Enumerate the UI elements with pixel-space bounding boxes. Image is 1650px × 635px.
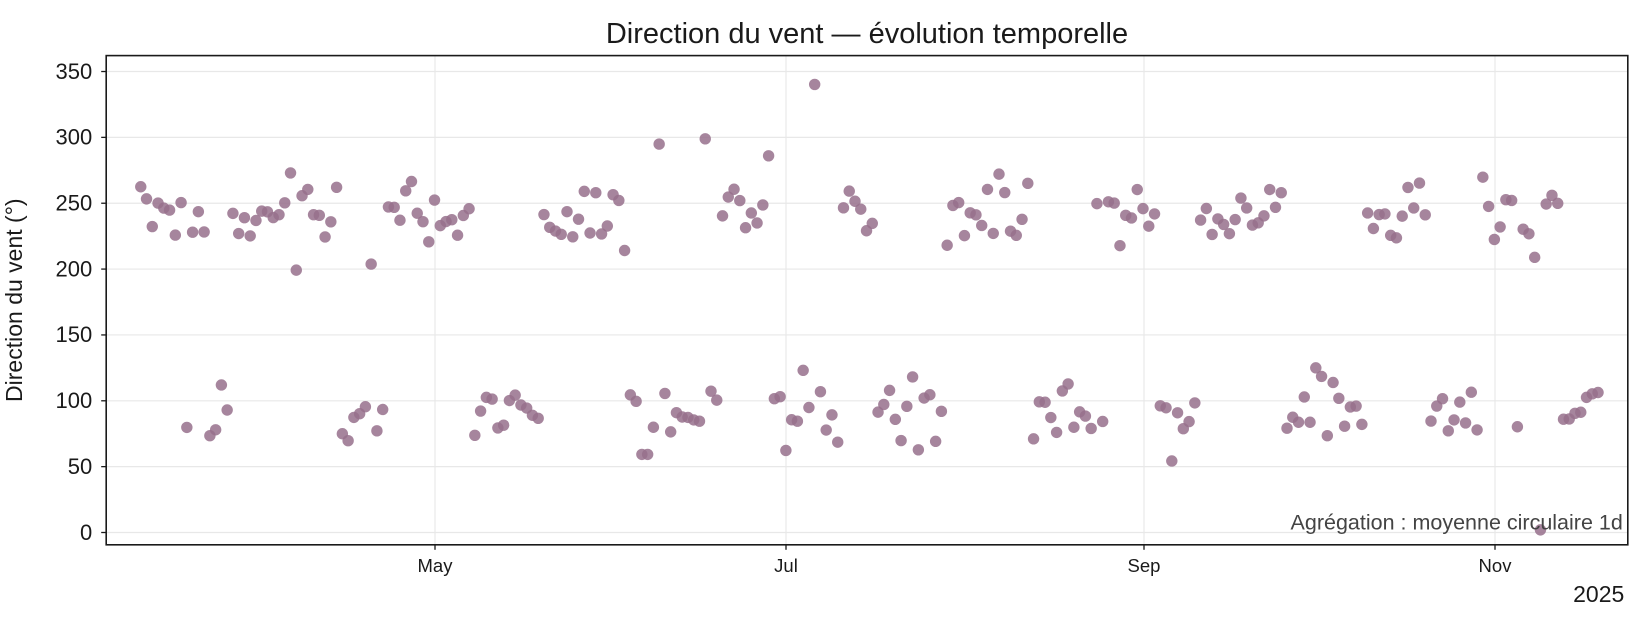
svg-text:Agrégation : moyenne circulair: Agrégation : moyenne circulaire 1d <box>1291 511 1623 535</box>
svg-text:100: 100 <box>55 388 92 413</box>
svg-text:Sep: Sep <box>1128 555 1161 576</box>
svg-text:May: May <box>418 555 454 576</box>
svg-text:250: 250 <box>55 191 92 216</box>
svg-text:150: 150 <box>55 322 92 347</box>
svg-text:300: 300 <box>55 125 92 150</box>
svg-text:0: 0 <box>80 520 92 545</box>
svg-text:2025: 2025 <box>1573 581 1624 607</box>
svg-text:350: 350 <box>55 59 92 84</box>
svg-text:Nov: Nov <box>1479 555 1513 576</box>
svg-text:50: 50 <box>68 454 92 479</box>
svg-text:200: 200 <box>55 256 92 281</box>
svg-text:Jul: Jul <box>774 555 798 576</box>
svg-text:Direction du vent (°): Direction du vent (°) <box>1 198 27 402</box>
